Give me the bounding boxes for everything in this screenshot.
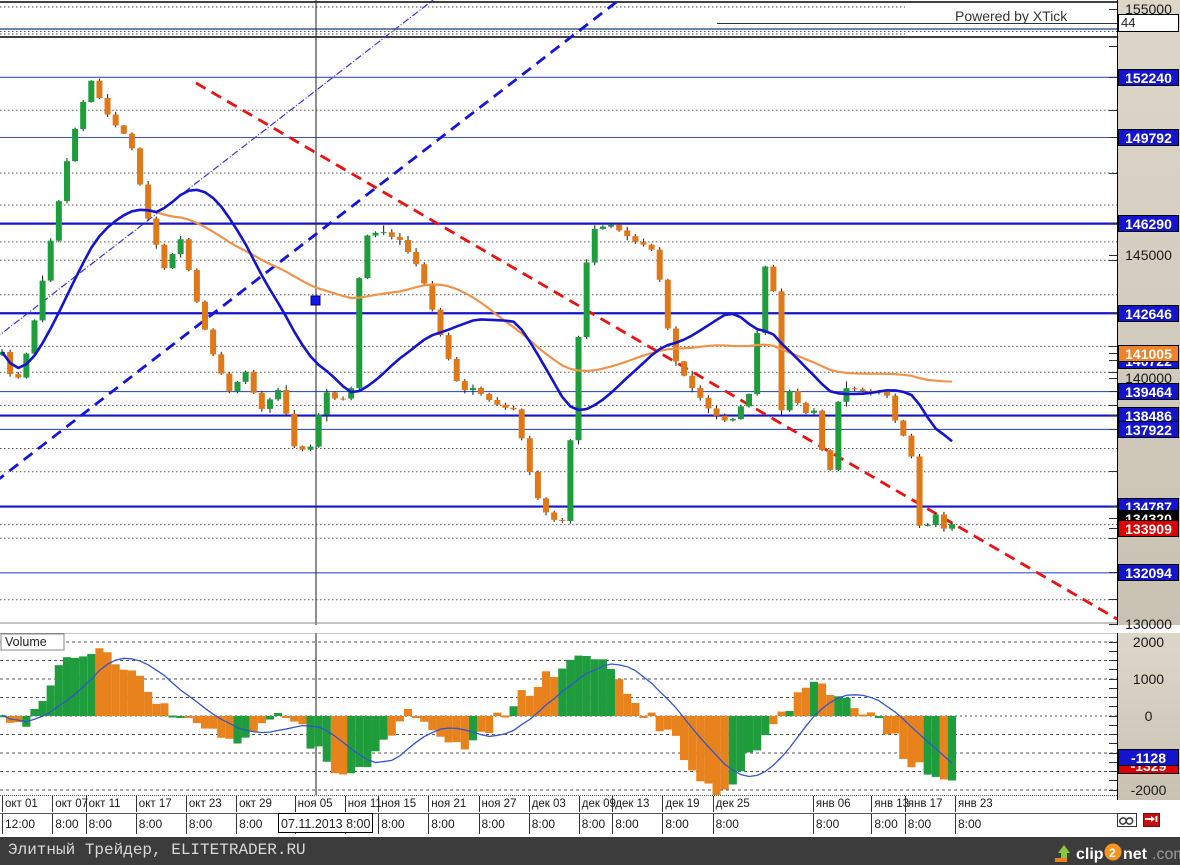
svg-text:Volume: Volume — [5, 635, 47, 649]
svg-text:Powered by XTick: Powered by XTick — [955, 8, 1068, 24]
svg-text:net: net — [1123, 846, 1148, 863]
svg-text:2: 2 — [1109, 846, 1116, 860]
svg-text:.com: .com — [1152, 846, 1180, 863]
svg-text:clip: clip — [1076, 846, 1104, 863]
